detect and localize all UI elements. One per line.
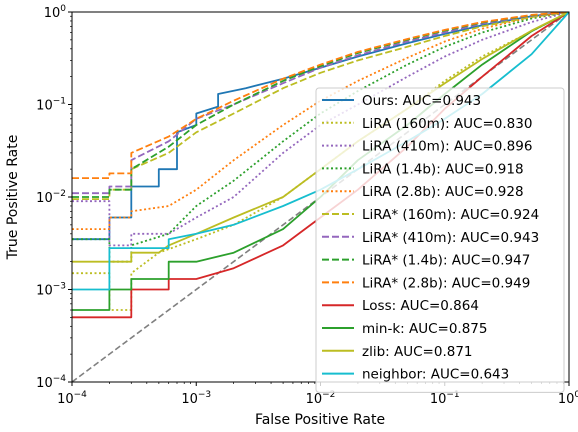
y-tick-label-4: 100	[44, 4, 67, 21]
legend-label-4: LiRA (2.8b): AUC=0.928	[362, 184, 524, 200]
y-tick-label-2: 10−2	[36, 189, 66, 206]
legend-label-9: Loss: AUC=0.864	[362, 298, 479, 314]
series-line-10	[72, 12, 569, 311]
series-line-3	[72, 12, 569, 263]
series-line-5	[72, 12, 569, 201]
legend-label-6: LiRA* (410m): AUC=0.943	[362, 230, 539, 246]
y-tick-label-0: 10−4	[36, 374, 66, 391]
legend-label-8: LiRA* (2.8b): AUC=0.949	[362, 275, 530, 291]
legend-label-2: LiRA (410m): AUC=0.896	[362, 139, 532, 155]
y-axis-label: True Positive Rate	[5, 135, 21, 261]
series-line-11	[72, 12, 569, 263]
series-line-1	[72, 12, 569, 311]
series-line-8	[72, 12, 569, 180]
x-tick-label-2: 10−2	[306, 390, 336, 407]
series-line-0	[72, 12, 569, 241]
x-tick-label-0: 10−4	[57, 390, 87, 407]
legend-label-7: LiRA* (1.4b): AUC=0.947	[362, 253, 530, 269]
legend: Ours: AUC=0.943 LiRA (160m): AUC=0.830 LiR…	[315, 87, 565, 393]
legend-label-0: Ours: AUC=0.943	[362, 93, 481, 109]
legend-box	[315, 87, 565, 393]
series-line-6	[72, 12, 569, 195]
legend-label-3: LiRA (1.4b): AUC=0.918	[362, 161, 524, 177]
y-tick-label-3: 10−1	[36, 97, 66, 114]
x-tick-label-3: 10−1	[430, 390, 460, 407]
x-axis-label: False Positive Rate	[255, 412, 385, 428]
legend-label-11: zlib: AUC=0.871	[362, 344, 473, 360]
legend-label-10: min-k: AUC=0.875	[362, 321, 488, 337]
x-tick-label-1: 10−3	[181, 390, 211, 407]
series-line-4	[72, 12, 569, 231]
x-tick-label-4: 100	[558, 390, 578, 407]
legend-label-12: neighbor: AUC=0.643	[362, 367, 509, 383]
legend-label-5: LiRA* (160m): AUC=0.924	[362, 207, 539, 223]
y-tick-label-1: 10−3	[36, 282, 66, 299]
legend-label-1: LiRA (160m): AUC=0.830	[362, 116, 532, 132]
